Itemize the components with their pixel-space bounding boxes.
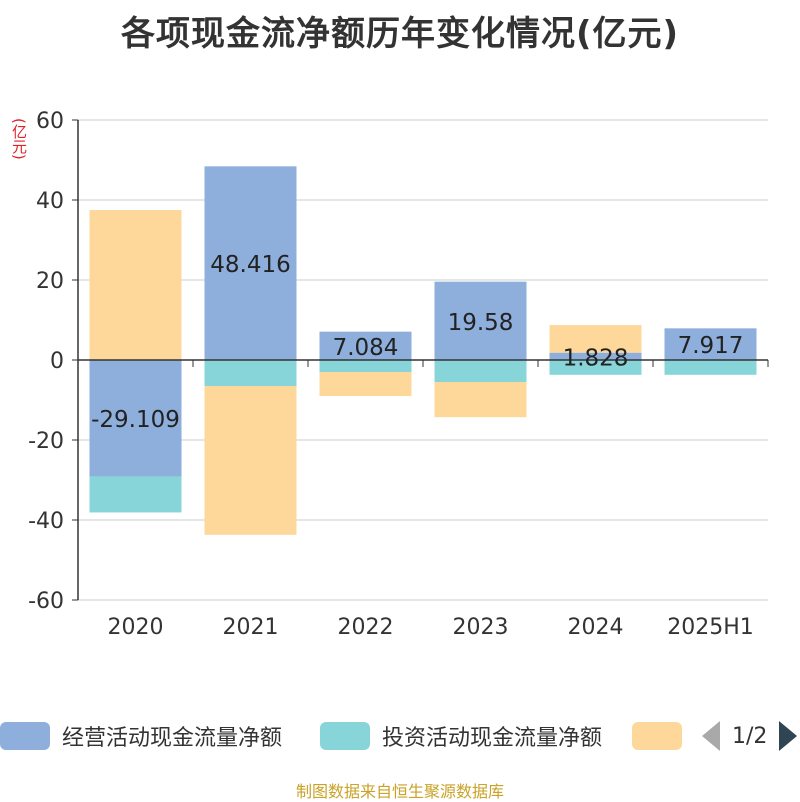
x-tick-label: 2022 (338, 615, 394, 640)
x-tick-label: 2020 (108, 615, 164, 640)
bar-segment (664, 328, 757, 360)
x-tick-label: 2025H1 (667, 615, 754, 640)
data-source-note: 制图数据来自恒生聚源数据库 (295, 782, 504, 801)
data-label: 1.828 (563, 345, 629, 371)
data-label: 19.58 (448, 310, 514, 336)
bar-segment (549, 325, 642, 353)
legend-page-indicator: 1/2 (732, 723, 768, 749)
bar-segment (204, 386, 297, 535)
y-tick-label: 40 (36, 189, 64, 214)
bar-chart: 60 40 20 0 -20 -40 -60 -29.109 48.416 7.084 19.58 1… (28, 109, 769, 640)
x-tick-label: 2021 (223, 615, 279, 640)
bar-segment (204, 360, 297, 386)
data-label: 48.416 (210, 252, 290, 278)
legend-swatch (632, 722, 682, 750)
y-tick-label: -60 (28, 589, 64, 614)
bar-segment (664, 360, 757, 375)
next-page-icon[interactable] (779, 721, 798, 751)
legend-label: 经营活动现金流量净额 (62, 726, 283, 751)
data-label: 7.084 (333, 335, 399, 361)
data-label: -29.109 (91, 407, 180, 433)
bar-segment (434, 382, 527, 418)
legend-item-investing[interactable]: 投资活动现金流量净额 (320, 720, 602, 752)
data-label: 7.917 (678, 333, 744, 359)
y-tick-label: 20 (36, 269, 64, 294)
legend: 经营活动现金流量净额 投资活动现金流量净额 1/2 (0, 716, 800, 756)
legend-pager: 1/2 (702, 720, 798, 752)
bar-segment (319, 372, 412, 396)
y-tick-label: 60 (36, 109, 64, 134)
x-tick-label: 2024 (568, 615, 624, 640)
bar-segment (549, 360, 642, 375)
bar-segment (434, 281, 527, 360)
y-tick-label: -20 (28, 429, 64, 454)
legend-swatch (320, 722, 370, 750)
y-axis-unit: (亿元) (10, 118, 28, 160)
bar-segment (549, 352, 642, 360)
bar-segment (434, 360, 527, 382)
bar-segment (319, 331, 412, 360)
legend-item-operating[interactable]: 经营活动现金流量净额 (0, 720, 282, 752)
legend-swatch (0, 722, 50, 750)
y-tick-label: 0 (50, 349, 64, 374)
y-tick-label: -40 (28, 509, 64, 534)
bar-segment (319, 360, 412, 372)
bar-segment (89, 210, 182, 360)
bar-segment (204, 166, 297, 360)
bar-segment (89, 360, 182, 477)
chart-title: 各项现金流净额历年变化情况(亿元) (120, 14, 680, 54)
legend-label: 投资活动现金流量净额 (382, 726, 603, 751)
legend-item-financing[interactable] (632, 720, 694, 752)
previous-page-icon[interactable] (702, 721, 720, 751)
x-tick-label: 2023 (453, 615, 509, 640)
bar-segment (89, 476, 182, 513)
